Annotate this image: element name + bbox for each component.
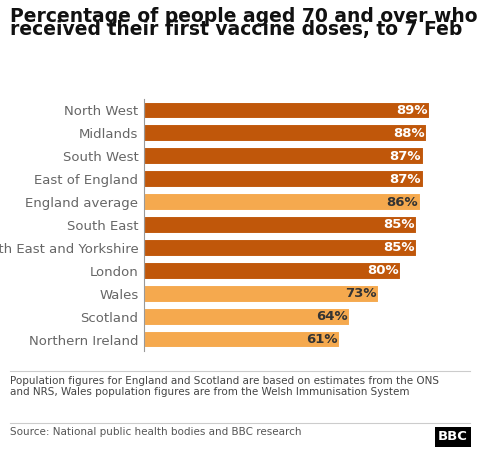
Text: 85%: 85% xyxy=(384,241,415,254)
Bar xyxy=(144,125,427,142)
Text: received their first vaccine doses, to 7 Feb: received their first vaccine doses, to 7… xyxy=(10,20,462,39)
Text: Source: National public health bodies and BBC research: Source: National public health bodies an… xyxy=(10,427,301,436)
Text: 88%: 88% xyxy=(393,127,424,140)
Text: 61%: 61% xyxy=(306,333,337,346)
Bar xyxy=(144,308,350,325)
Text: 87%: 87% xyxy=(390,150,421,163)
Bar xyxy=(144,331,340,348)
Bar xyxy=(144,102,430,119)
Bar xyxy=(144,285,379,303)
Bar xyxy=(144,239,417,257)
Bar xyxy=(144,262,401,280)
Text: 73%: 73% xyxy=(345,287,376,300)
Text: Population figures for England and Scotland are based on estimates from the ONS
: Population figures for England and Scotl… xyxy=(10,376,439,397)
Bar xyxy=(144,147,424,165)
Bar xyxy=(144,193,420,211)
Text: 64%: 64% xyxy=(316,310,347,323)
Text: BBC: BBC xyxy=(438,430,468,443)
Bar xyxy=(144,216,417,234)
Text: 80%: 80% xyxy=(367,264,399,277)
Text: 85%: 85% xyxy=(384,219,415,231)
Text: 87%: 87% xyxy=(390,173,421,186)
Bar xyxy=(144,170,424,188)
Text: 86%: 86% xyxy=(386,196,418,209)
Text: 89%: 89% xyxy=(396,104,428,117)
Text: Percentage of people aged 70 and over who have: Percentage of people aged 70 and over wh… xyxy=(10,7,480,26)
